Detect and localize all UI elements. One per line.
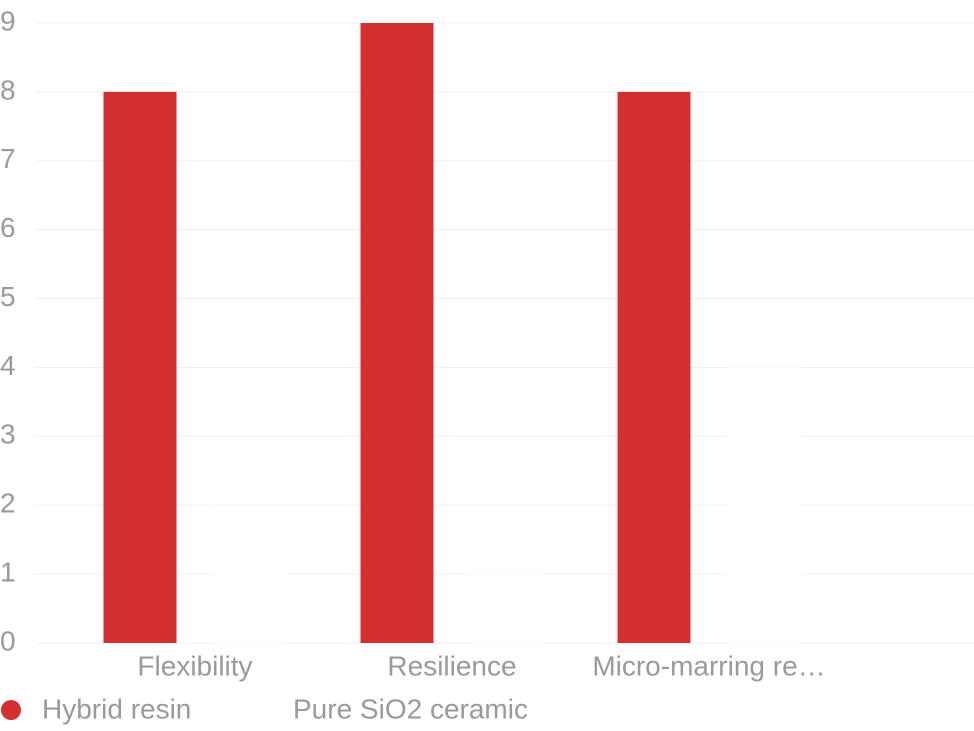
y-tick-label: 6 bbox=[0, 212, 16, 243]
y-tick-label: 1 bbox=[0, 557, 16, 588]
legend-label: Hybrid resin bbox=[42, 693, 191, 724]
y-tick-label: 4 bbox=[0, 350, 16, 381]
y-tick-label: 5 bbox=[0, 281, 16, 312]
x-tick-label: Resilience bbox=[387, 650, 516, 681]
bar bbox=[103, 91, 177, 643]
bar bbox=[360, 23, 434, 643]
legend-label: Pure SiO2 ceramic bbox=[293, 693, 528, 724]
legend-marker bbox=[1, 700, 21, 720]
bar bbox=[617, 91, 691, 643]
bar bbox=[213, 505, 287, 643]
y-tick-label: 9 bbox=[0, 5, 16, 36]
x-tick-label: Micro-marring re… bbox=[592, 650, 825, 681]
y-tick-label: 3 bbox=[0, 419, 16, 450]
legend-marker bbox=[252, 700, 272, 720]
y-tick-label: 7 bbox=[0, 143, 16, 174]
y-tick-label: 0 bbox=[0, 625, 16, 656]
y-tick-label: 8 bbox=[0, 74, 16, 105]
bar bbox=[470, 574, 544, 643]
bar bbox=[727, 367, 801, 643]
x-tick-label: Flexibility bbox=[137, 650, 252, 681]
y-tick-label: 2 bbox=[0, 488, 16, 519]
